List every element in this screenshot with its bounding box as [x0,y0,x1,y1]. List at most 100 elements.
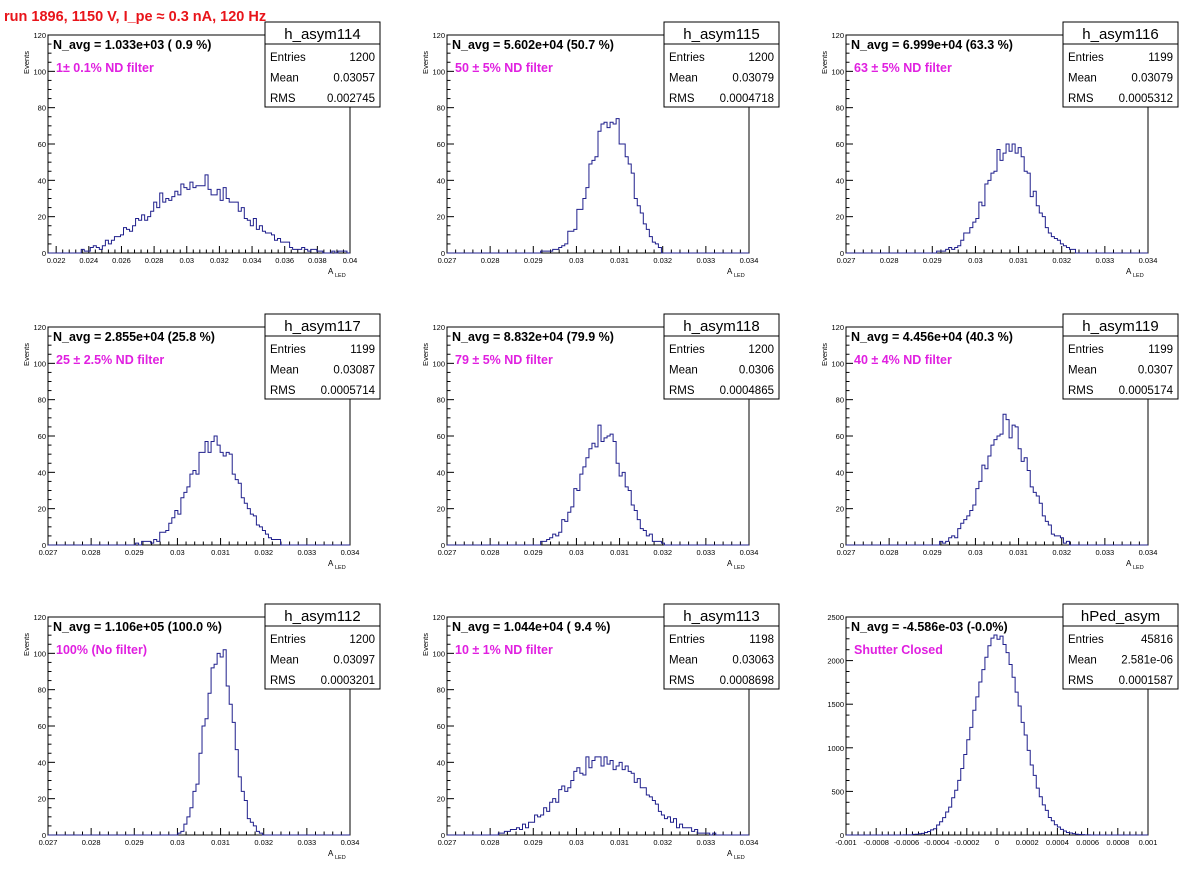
stats-value-mean: 0.03079 [732,73,774,85]
x-tick-label: 0.033 [696,838,715,847]
stats-value-rms: 0.0004865 [720,385,774,397]
y-tick-label: 80 [38,686,46,695]
stats-hist-name: h_asym112 [284,608,360,625]
x-tick-label: 0.03 [569,548,584,557]
histogram-series [447,118,749,254]
stats-label-mean: Mean [270,73,299,85]
x-tick-label: 0.032 [653,548,672,557]
y-tick-label: 60 [38,722,46,731]
y-axis-title: Events [421,51,430,74]
n-avg-label: N_avg = 4.456e+04 (40.3 %) [851,330,1013,344]
filter-label: 40 ± 4% ND filter [854,353,952,367]
stats-label-rms: RMS [669,385,695,397]
x-tick-label: 0.031 [610,838,629,847]
x-tick-label: 0.029 [524,548,543,557]
y-tick-label: 100 [432,67,445,76]
x-tick-label: 0.029 [524,838,543,847]
stats-value-entries: 1199 [350,344,375,356]
histogram-series [846,413,1148,546]
x-tick-label: 0.034 [740,256,759,265]
y-tick-label: 2000 [827,657,844,666]
stats-label-entries: Entries [1068,344,1104,356]
y-tick-label: 80 [38,396,46,405]
x-tick-label: 0.028 [145,256,164,265]
x-tick-label: 0.032 [653,838,672,847]
y-tick-label: 0 [42,541,46,550]
x-axis-subscript: LED [1133,273,1144,279]
stats-label-entries: Entries [1068,52,1104,64]
y-axis-title: Events [22,343,31,366]
stats-value-rms: 0.0005312 [1119,93,1173,105]
y-tick-label: 60 [437,140,445,149]
x-tick-label: 0.027 [837,256,856,265]
y-tick-label: 100 [33,649,46,658]
x-tick-label: 0.031 [211,548,230,557]
y-axis-title: Events [820,343,829,366]
y-axis-title: Events [22,51,31,74]
x-axis-title: A [727,849,733,858]
n-avg-label: N_avg = 2.855e+04 (25.8 %) [53,330,215,344]
stats-value-rms: 0.0004718 [720,93,774,105]
x-tick-label: 0.032 [254,838,273,847]
x-axis-subscript: LED [734,273,745,279]
n-avg-label: N_avg = 1.044e+04 ( 9.4 %) [452,620,610,634]
y-tick-label: 80 [38,104,46,113]
x-axis-title: A [727,559,733,568]
x-axis-subscript: LED [335,565,346,571]
y-tick-label: 120 [33,323,46,332]
x-tick-label: 0.032 [1052,256,1071,265]
y-tick-label: 60 [836,140,844,149]
y-tick-label: 40 [38,176,46,185]
filter-label: 10 ± 1% ND filter [455,643,553,657]
stats-value-entries: 1199 [1148,52,1173,64]
stats-label-entries: Entries [669,344,705,356]
x-axis-title: A [727,267,733,276]
x-tick-label: 0.034 [341,548,360,557]
histogram-series [447,756,749,836]
x-tick-label: -0.0004 [924,838,949,847]
stats-value-rms: 0.0001587 [1119,675,1173,687]
x-tick-label: 0.03 [170,548,185,557]
stats-label-mean: Mean [270,365,299,377]
n-avg-label: N_avg = 1.033e+03 ( 0.9 %) [53,38,211,52]
stats-value-mean: 0.03057 [333,73,375,85]
stats-value-rms: 0.002745 [327,93,375,105]
x-tick-label: 0.027 [438,548,457,557]
stats-value-entries: 45816 [1141,634,1173,646]
y-tick-label: 20 [437,795,445,804]
stats-label-entries: Entries [270,52,306,64]
stats-label-rms: RMS [669,675,695,687]
x-tick-label: 0.028 [481,256,500,265]
x-tick-label: 0.029 [923,548,942,557]
stats-label-entries: Entries [270,634,306,646]
filter-label: Shutter Closed [854,643,943,657]
histogram-panel: 0 20 40 60 80 100 120 0.027 0.028 0.029 0.03 0.031 0… [421,313,780,571]
x-tick-label: 0.033 [696,256,715,265]
stats-label-entries: Entries [669,52,705,64]
x-tick-label: 0.027 [837,548,856,557]
filter-label: 100% (No filter) [56,643,147,657]
stats-value-entries: 1200 [349,634,375,646]
y-tick-label: 40 [38,758,46,767]
x-tick-label: 0 [995,838,999,847]
x-axis-title: A [328,559,334,568]
y-tick-label: 120 [831,31,844,40]
stats-value-rms: 0.0003201 [321,675,375,687]
n-avg-label: N_avg = 1.106e+05 (100.0 %) [53,620,222,634]
y-tick-label: 60 [437,722,445,731]
stats-value-mean: 0.03063 [732,655,774,667]
x-tick-label: 0.03 [179,256,194,265]
histogram-series [846,634,1148,836]
x-tick-label: 0.03 [569,256,584,265]
y-tick-label: 20 [38,795,46,804]
x-tick-label: 0.027 [438,838,457,847]
x-axis-subscript: LED [335,855,346,861]
filter-label: 79 ± 5% ND filter [455,353,553,367]
y-tick-label: 60 [437,432,445,441]
stats-label-mean: Mean [1068,73,1097,85]
x-tick-label: 0.03 [569,838,584,847]
stats-label-rms: RMS [270,385,296,397]
stats-value-mean: 0.0306 [739,365,774,377]
stats-label-entries: Entries [270,344,306,356]
